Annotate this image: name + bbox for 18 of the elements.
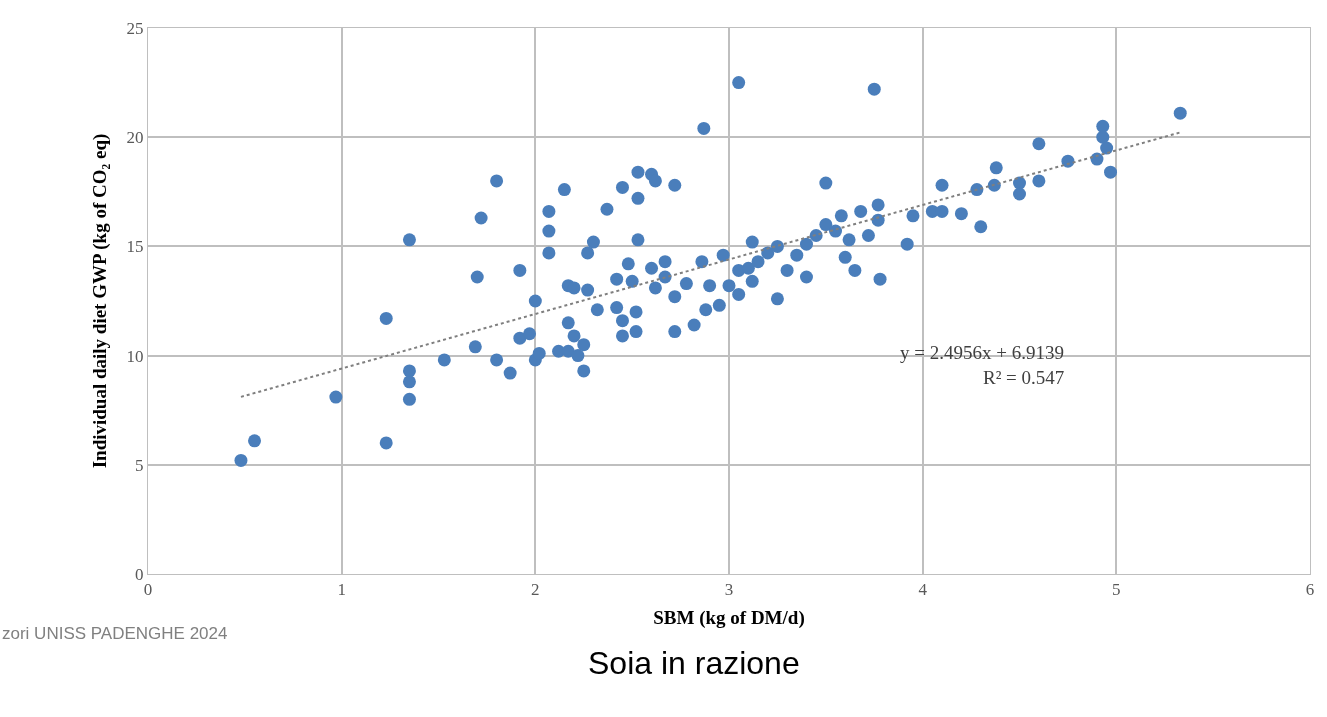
y-tick-label: 25 xyxy=(126,18,144,38)
annotation: R² = 0.547 xyxy=(983,367,1065,388)
y-tick-label: 10 xyxy=(126,346,144,366)
y-axis-title: Individual daily diet GWP (kg of CO₂ eq) xyxy=(89,133,112,469)
text: zori UNISS PADENGHE 2024 xyxy=(2,624,228,643)
y-tick-label: 0 xyxy=(135,564,144,584)
x-tick-label: 3 xyxy=(724,580,734,600)
x-tick-label: 5 xyxy=(1112,580,1121,600)
y-tick-label: 20 xyxy=(126,128,144,148)
x-tick-label: 6 xyxy=(1305,580,1315,600)
x-tick-label: 2 xyxy=(531,580,540,600)
y-tick-label: 15 xyxy=(126,237,144,257)
x-tick-label: 1 xyxy=(337,580,346,600)
x-axis-title: SBM (kg of DM/d) xyxy=(653,607,805,630)
y-tick-label: 5 xyxy=(135,455,144,475)
x-tick-label: 4 xyxy=(918,580,928,600)
annotation: y = 2.4956x + 6.9139 xyxy=(900,342,1064,363)
text: Soia in razione xyxy=(588,645,800,681)
